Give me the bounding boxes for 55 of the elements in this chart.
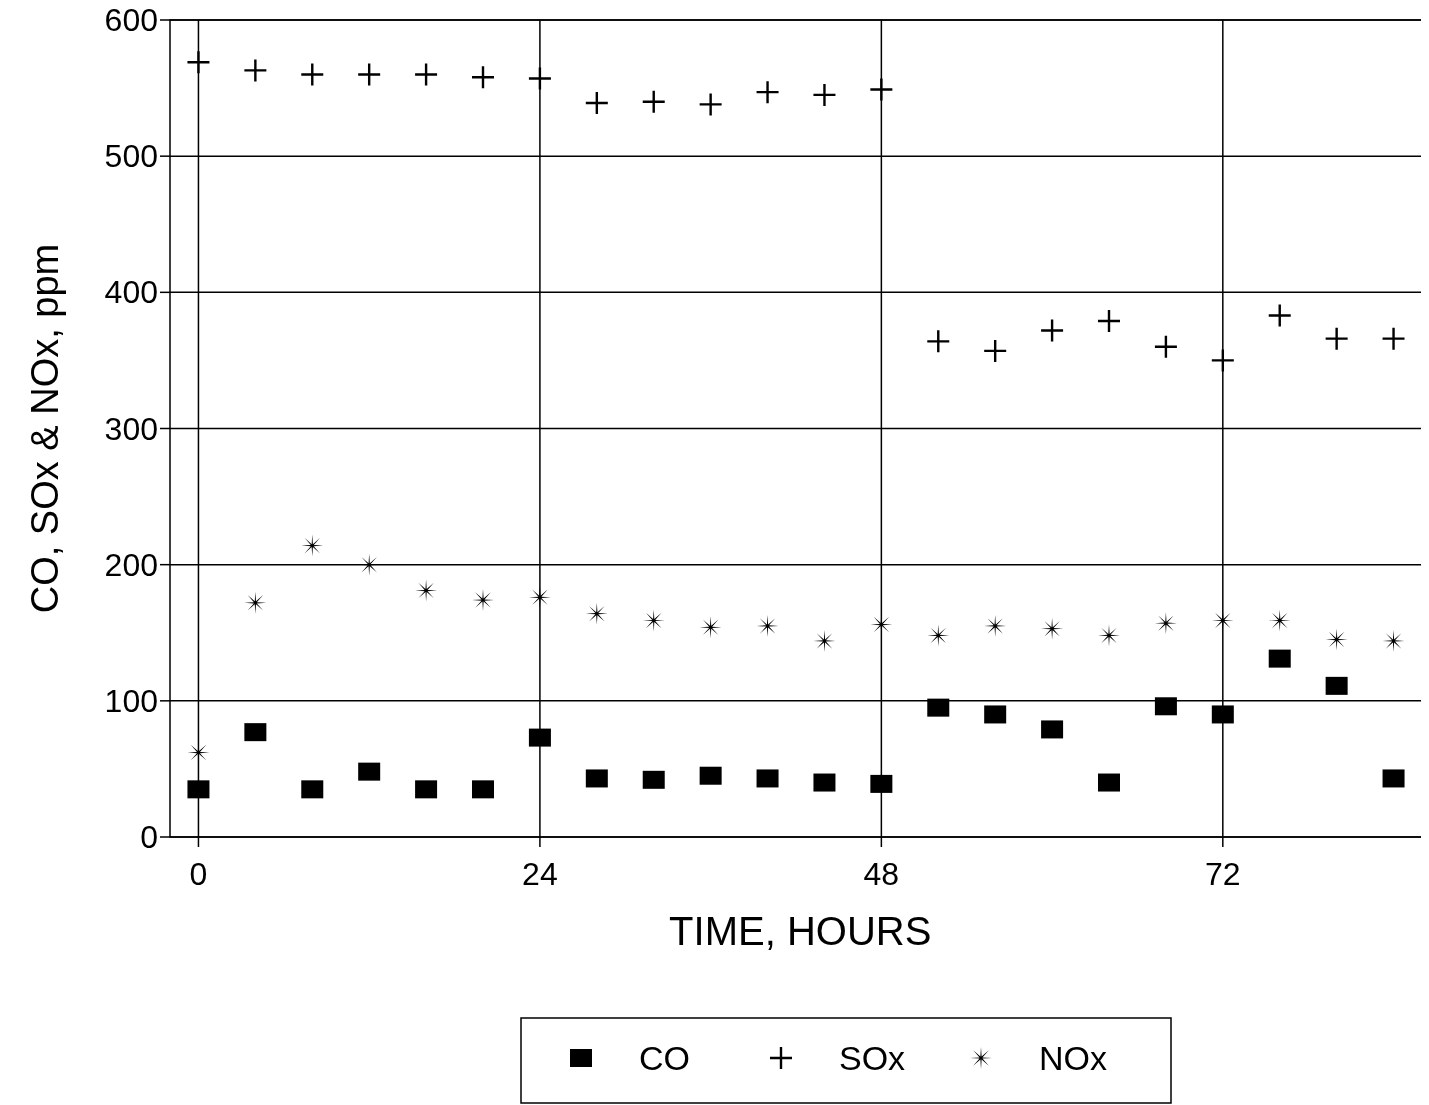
point — [472, 780, 494, 799]
point — [1382, 327, 1405, 350]
y-axis-title: CO, SOx & NOx, ppm — [24, 243, 66, 614]
point — [528, 728, 551, 747]
point — [813, 773, 836, 792]
y-tick-label: 300 — [104, 410, 158, 447]
x-axis-title: TIME, HOURS — [669, 909, 932, 953]
point — [756, 81, 779, 104]
point — [1041, 319, 1064, 342]
point — [813, 83, 836, 106]
y-tick-label: 100 — [104, 682, 158, 719]
x-tick-label: 48 — [863, 856, 900, 892]
point — [415, 780, 438, 799]
point — [927, 698, 950, 717]
legend-label: NOx — [1039, 1039, 1107, 1077]
point — [1268, 304, 1291, 327]
point — [585, 769, 608, 788]
point — [301, 780, 324, 799]
x-tick-label: 24 — [522, 856, 558, 892]
y-tick-label: 500 — [104, 138, 158, 175]
point — [642, 770, 665, 789]
point — [1325, 628, 1348, 651]
y-tick-label: 200 — [104, 546, 158, 583]
point — [415, 63, 438, 86]
y-tick-label: 0 — [140, 819, 158, 855]
point — [358, 762, 381, 781]
point — [528, 67, 551, 90]
point — [1382, 769, 1405, 788]
point — [1268, 649, 1291, 668]
point — [1325, 676, 1348, 695]
point — [187, 51, 210, 74]
point — [699, 766, 722, 785]
legend-label: SOx — [839, 1039, 906, 1077]
legend-label: CO — [639, 1039, 690, 1077]
point — [1211, 705, 1234, 724]
point — [244, 723, 267, 742]
point — [1154, 697, 1177, 716]
point — [870, 78, 893, 101]
point — [699, 93, 722, 116]
x-tick-label: 72 — [1205, 856, 1241, 892]
y-tick-label: 400 — [104, 274, 158, 311]
point — [301, 63, 324, 86]
x-tick-label: 0 — [189, 856, 208, 892]
point — [187, 780, 210, 799]
point — [244, 59, 267, 82]
point — [1325, 327, 1348, 350]
point — [927, 330, 950, 353]
point — [358, 63, 381, 86]
point — [1098, 773, 1120, 792]
point — [984, 705, 1007, 724]
point — [756, 769, 779, 788]
point — [1211, 349, 1234, 372]
y-tick-label: 600 — [104, 2, 158, 38]
point — [870, 774, 893, 793]
point — [1041, 720, 1064, 739]
